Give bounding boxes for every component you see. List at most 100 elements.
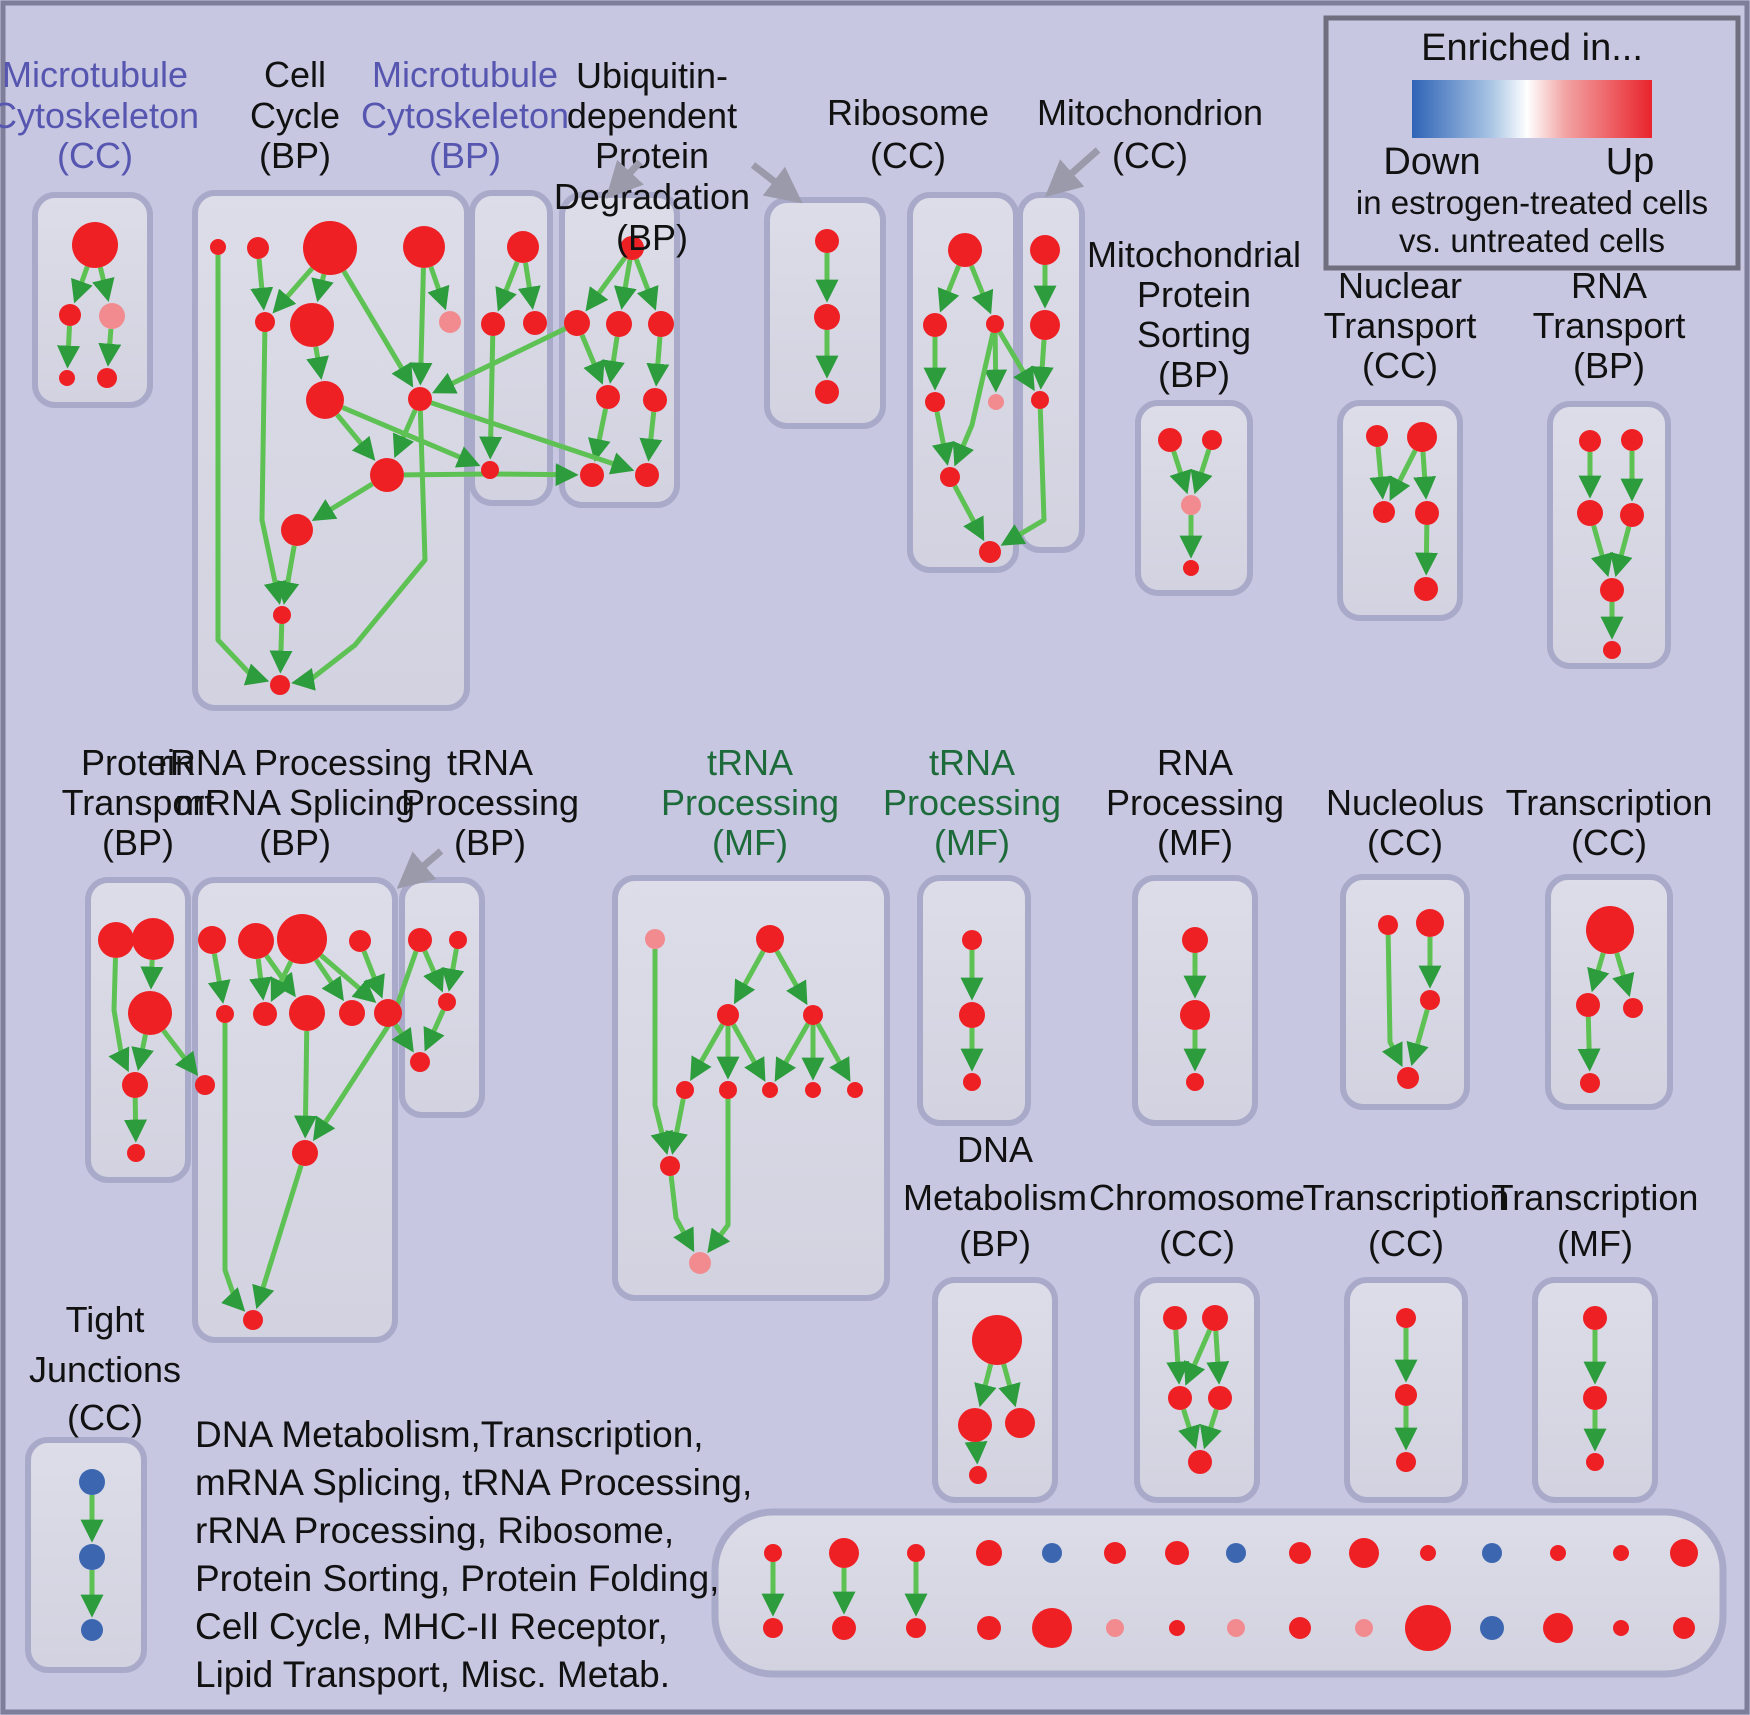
go-term-node [1378,915,1398,935]
edge-trna-bp [441,948,465,992]
edge-transcription-cc-mid [1612,952,1635,998]
cluster-label-trna-bp: (BP) [454,822,526,863]
edge-trna-mf-large [815,1022,851,1082]
cluster-label-microtubule-bp: Cytoskeleton [361,95,569,136]
edge-nuclear-transport [1413,451,1437,500]
go-term-node [290,303,334,347]
edge-cell-cycle [250,258,274,311]
cluster-label-mito-protein-sorting: Protein [1137,274,1251,315]
edge-ubiquitin-degradation-1 [585,256,627,312]
go-term-node [210,239,226,255]
cluster-label-protein-transport: Transport [62,782,215,823]
edge-ribosome-cc [952,484,985,542]
go-term-node [439,311,461,333]
go-term-node [1005,1408,1035,1438]
cluster-label-rrna-mrna-bp: rRNA Processing [158,742,432,783]
cluster-label-microtubule-cc: Cytoskeleton [0,95,199,136]
go-term-node [1030,310,1060,340]
misc-node-bottom [1355,1619,1373,1637]
annotation-arrow [396,848,444,889]
edge-cell-cycle [311,273,334,303]
edge-microtubule-cc [57,325,81,369]
go-term-node [127,1144,145,1162]
go-term-node [59,304,81,326]
misc-node-bottom [1613,1620,1629,1636]
go-term-node [1603,641,1621,659]
annotation-arrow [1044,147,1101,198]
cluster-label-mito-protein-sorting: (BP) [1158,354,1230,395]
go-term-node [410,1052,430,1072]
edge-nuclear-transport [1369,446,1393,500]
go-term-node [281,514,313,546]
cluster-label-ubiquitin-degradation-1: (BP) [616,217,688,258]
edge-rrna-mrna-bp [252,1164,304,1310]
go-term-node [1577,500,1603,526]
cluster-label-transcription-mf: (MF) [1557,1223,1633,1264]
go-term-node [606,311,632,337]
go-term-node [1414,577,1438,601]
edge-microtubule-bp [495,261,520,312]
go-term-node [803,1005,823,1025]
edge-rrna-mrna-bp [313,958,344,1002]
edge-cell-cycle [276,545,300,605]
edge-trna-mf-large [668,1175,695,1253]
go-term-node [958,1408,992,1442]
legend-title: Enriched in... [1421,27,1643,69]
cross-edge [341,405,481,468]
edge-cell-cycle [269,623,293,674]
summary-text-line: mRNA Splicing, tRNA Processing, [195,1462,752,1503]
go-term-node [815,380,839,404]
misc-node-bottom [832,1616,856,1640]
edge-ubiquitin-degradation-1 [613,259,637,310]
edge-trna-mf-large [707,1099,731,1254]
go-term-node [1202,1305,1228,1331]
cluster-label-ubiquitin-degradation-1: Protein [595,135,709,176]
go-term-node [481,312,505,336]
go-term-node [79,1469,105,1495]
cluster-label-trna-mf-large: Processing [661,782,839,823]
edge-mito-protein-sorting [1169,450,1192,495]
go-term-node [1397,1067,1419,1089]
edge-rrna-mrna-bp [294,1030,318,1139]
edge-ribosome-cc [984,332,1008,393]
go-term-node [408,928,432,952]
cluster-label-transcription-cc-bottom: Transcription [1303,1177,1510,1218]
cluster-label-protein-transport: (BP) [102,822,174,863]
misc-cluster-box [711,1508,1727,1678]
go-term-node [303,221,357,275]
go-term-node [969,1466,987,1484]
go-term-node [1583,1306,1607,1330]
cluster-label-cell-cycle: Cycle [250,95,340,136]
cluster-box-dna-metabolism [932,1277,1058,1503]
go-term-node [1158,428,1182,452]
cluster-label-microtubule-cc: (CC) [57,135,133,176]
summary-text-line: Protein Sorting, Protein Folding, [195,1558,719,1599]
misc-node-bottom [906,1618,926,1638]
edge-ribosome-cc [937,264,962,313]
go-term-node [1188,1450,1212,1474]
go-term-node [1366,425,1388,447]
edge-trna-mf-large [690,1023,725,1082]
misc-node-top [1670,1539,1698,1567]
cross-edge [432,326,567,394]
go-term-node [349,930,371,952]
go-term-node [648,311,674,337]
misc-node-top [829,1538,859,1568]
go-term-node [620,236,644,260]
go-term-node [1416,909,1444,937]
go-term-node [660,1156,680,1176]
cluster-label-trna-mf-small: tRNA [929,742,1015,783]
edge-rrna-mrna-bp [319,953,377,1003]
go-term-node [81,1619,103,1641]
go-term-node [253,1002,277,1026]
layer-nodes [59,221,1698,1651]
go-term-node [339,1000,365,1026]
misc-node-top [976,1540,1002,1566]
cluster-label-trna-mf-large: tRNA [707,742,793,783]
go-term-node [635,463,659,487]
misc-node-bottom [1227,1619,1245,1637]
go-term-node [1180,1000,1210,1030]
misc-node-top [1289,1542,1311,1564]
